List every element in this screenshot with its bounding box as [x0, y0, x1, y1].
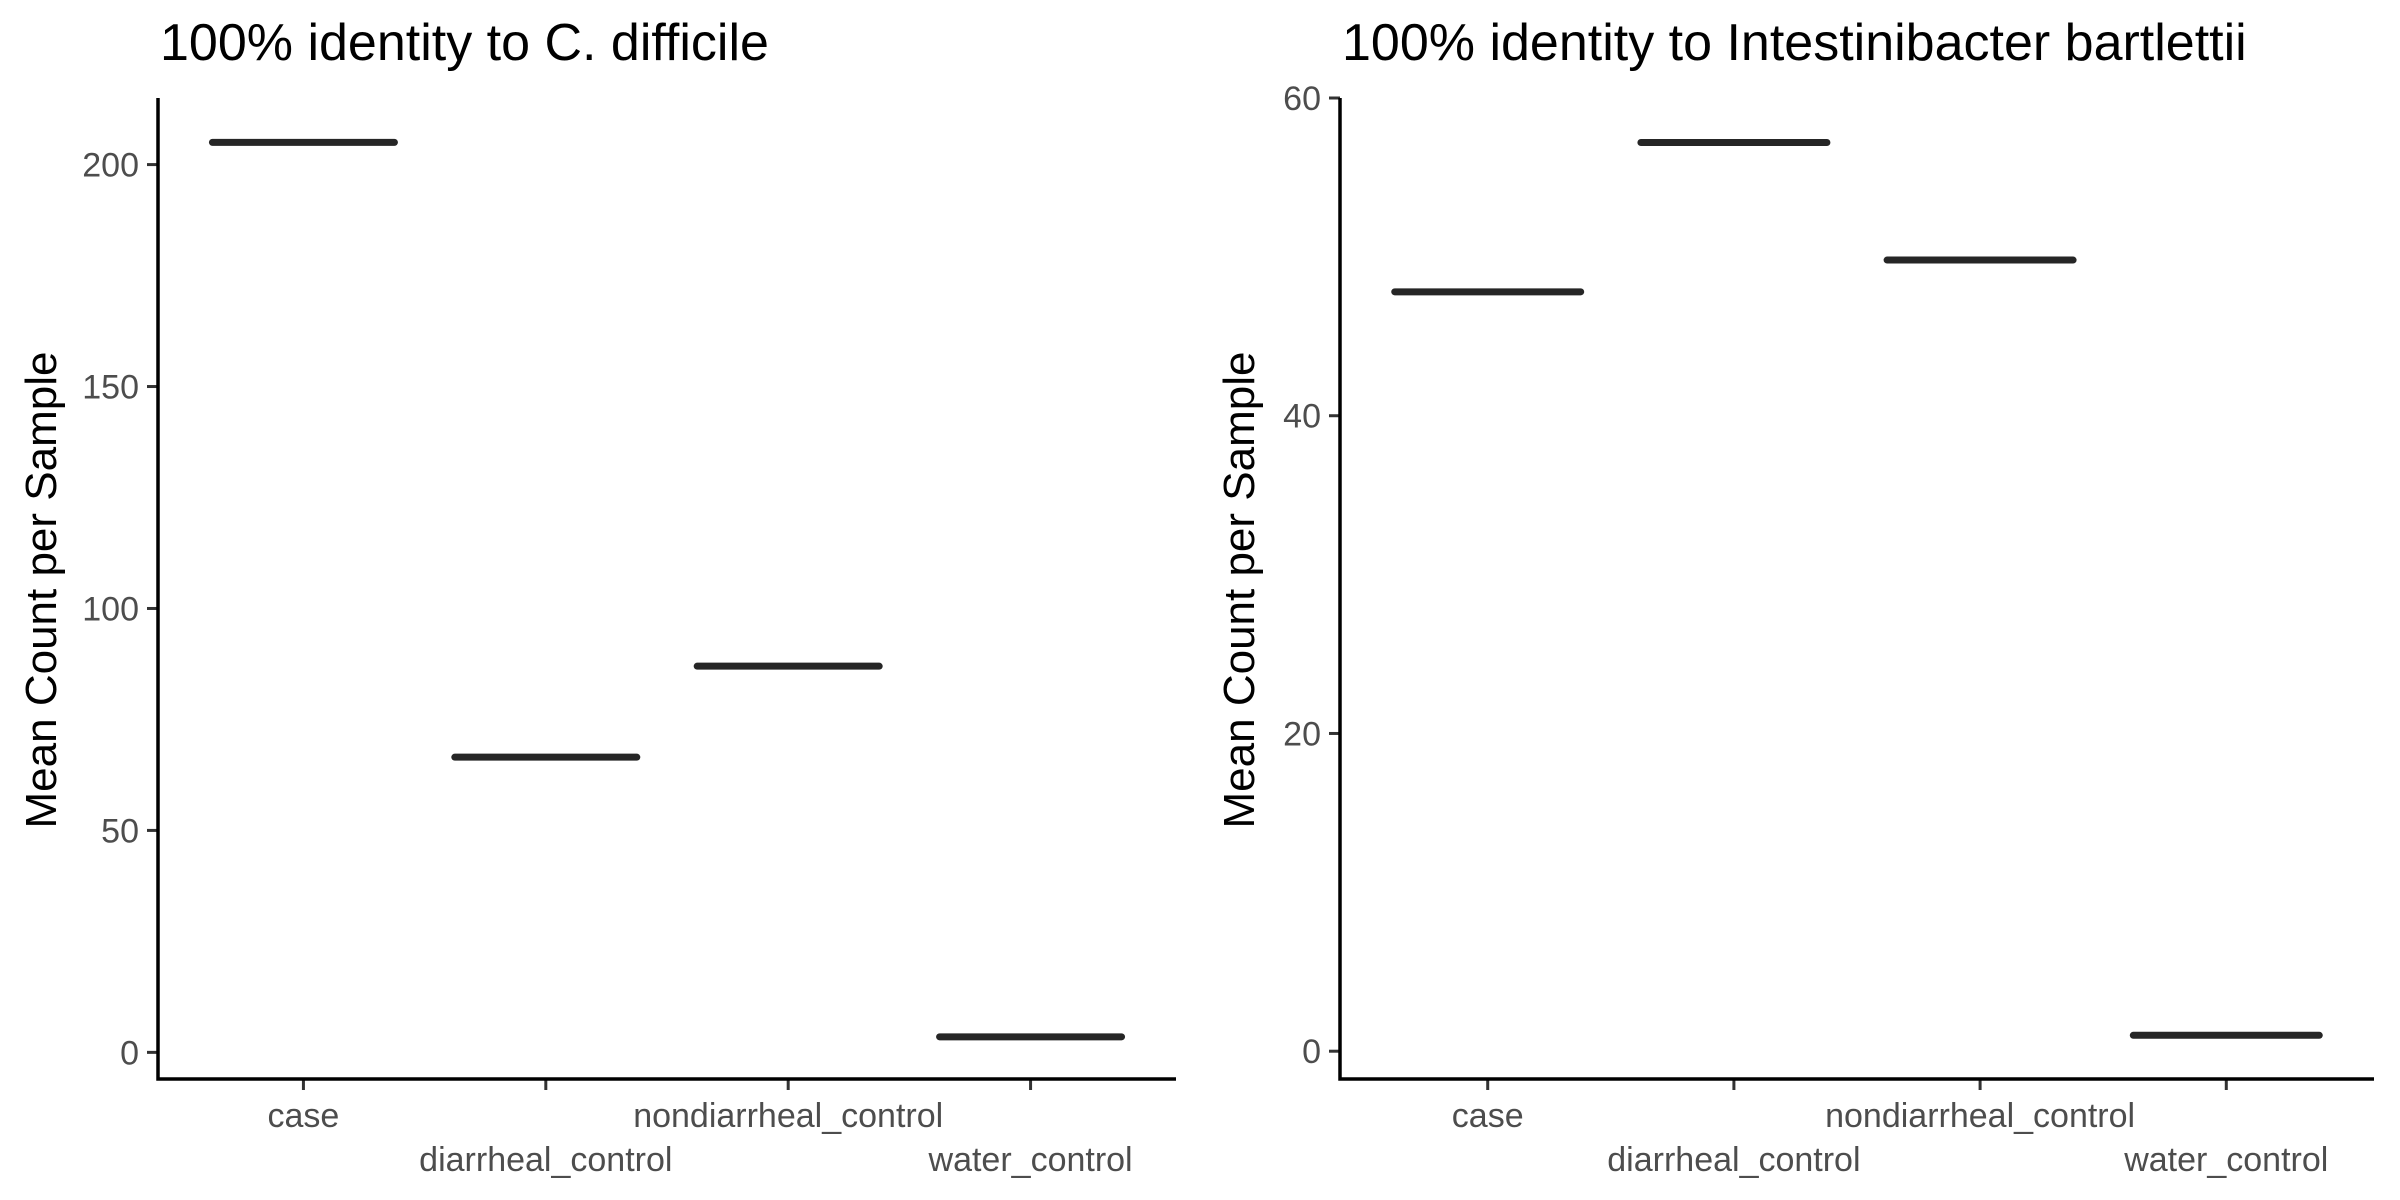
panel-c-difficile: 100% identity to C. difficile Mean Count…: [17, 14, 1176, 1179]
plot-marks: [208, 138, 1126, 1041]
axis-lines: [1338, 98, 2374, 1081]
y-tick-label: 100: [82, 590, 139, 628]
x-tick-label: nondiarrheal_control: [633, 1097, 943, 1135]
panel-intestinibacter: 100% identity to Intestinibacter bartlet…: [1215, 14, 2374, 1179]
y-axis-label: Mean Count per Sample: [1215, 352, 1264, 829]
x-axis-ticks: case diarrheal_control nondiarrheal_contro…: [1452, 1079, 2328, 1179]
chart-title: 100% identity to C. difficile: [160, 14, 769, 72]
plot-marks: [1391, 138, 2323, 1039]
y-axis-label: Mean Count per Sample: [17, 352, 66, 829]
y-tick-label: 0: [1302, 1033, 1321, 1071]
y-axis-ticks: 0 50 100 150 200: [82, 147, 158, 1072]
y-tick-label: 40: [1283, 398, 1321, 436]
y-tick-label: 50: [101, 812, 139, 850]
x-tick-label: nondiarrheal_control: [1825, 1097, 2135, 1135]
y-tick-label: 150: [82, 369, 139, 407]
x-tick-label: case: [268, 1097, 340, 1135]
y-tick-label: 20: [1283, 715, 1321, 753]
y-tick-label: 0: [120, 1034, 139, 1072]
y-axis-ticks: 0 20 40 60: [1283, 80, 1340, 1071]
x-tick-label: diarrheal_control: [1607, 1141, 1860, 1179]
x-tick-label: diarrheal_control: [419, 1141, 672, 1179]
x-tick-label: water_control: [2123, 1141, 2328, 1179]
y-tick-label: 200: [82, 147, 139, 185]
chart-title: 100% identity to Intestinibacter bartlet…: [1342, 14, 2247, 72]
axis-lines: [156, 98, 1176, 1081]
x-tick-label: case: [1452, 1097, 1524, 1135]
y-tick-label: 60: [1283, 80, 1321, 118]
x-axis-ticks: case diarrheal_control nondiarrheal_contro…: [268, 1079, 1133, 1179]
x-tick-label: water_control: [928, 1141, 1133, 1179]
